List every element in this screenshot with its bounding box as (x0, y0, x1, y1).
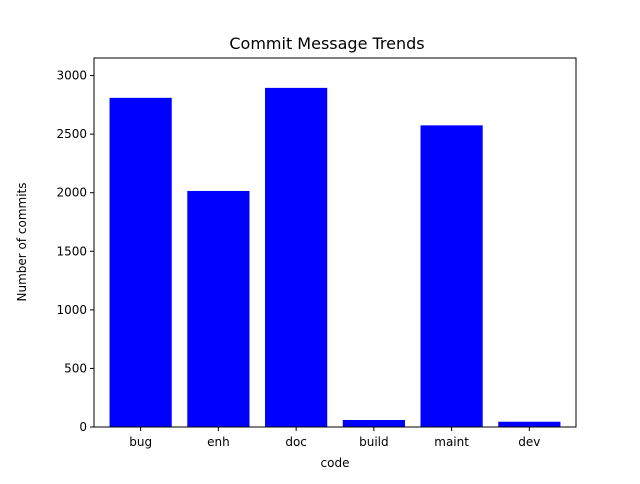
x-tick-label: enh (207, 435, 230, 449)
x-tick-label: maint (434, 435, 469, 449)
x-tick-label: dev (518, 435, 540, 449)
bar-maint (420, 125, 483, 427)
bar-bug (109, 97, 172, 427)
x-axis-label: code (321, 456, 350, 470)
y-tick-label: 2500 (56, 127, 87, 141)
x-tick-label: doc (285, 435, 307, 449)
x-axis: bug enh doc build maint dev (129, 427, 540, 449)
bar-enh (187, 190, 250, 427)
y-tick-label: 500 (64, 361, 87, 375)
y-tick-label: 3000 (56, 69, 87, 83)
y-tick-label: 2000 (56, 186, 87, 200)
bar-build (342, 419, 405, 427)
x-tick-label: build (359, 435, 389, 449)
y-tick-label: 0 (79, 420, 87, 434)
chart-title: Commit Message Trends (229, 34, 424, 53)
bar-dev (498, 421, 561, 427)
bar-doc (265, 87, 328, 427)
bars-layer (109, 87, 561, 427)
y-axis-label: Number of commits (15, 182, 29, 301)
y-tick-label: 1500 (56, 244, 87, 258)
y-axis: 0 500 1000 1500 2000 2500 3000 (56, 69, 94, 434)
y-tick-label: 1000 (56, 303, 87, 317)
x-tick-label: bug (129, 435, 152, 449)
plot-frame (93, 57, 577, 428)
